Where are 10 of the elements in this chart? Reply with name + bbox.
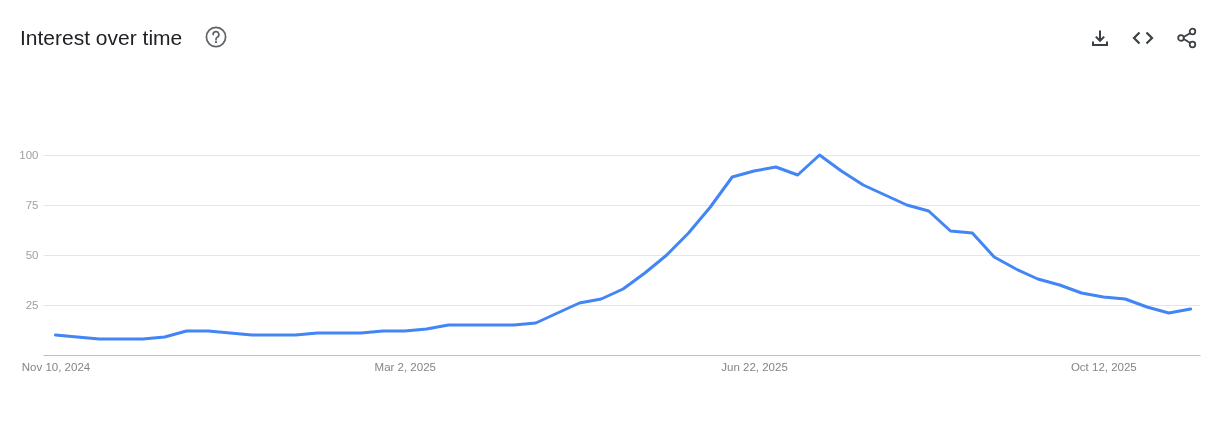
y-tick-label: 100 <box>19 148 39 161</box>
line-series <box>53 153 1193 341</box>
y-tick-label: 25 <box>25 298 39 311</box>
chart-title: Interest over time <box>20 26 183 50</box>
x-tick-label: Nov 10, 2024 <box>21 360 91 373</box>
x-tick-label: Mar 2, 2025 <box>374 360 436 373</box>
x-tick-label: Jun 22, 2025 <box>721 360 788 373</box>
y-tick-label: 50 <box>25 248 39 261</box>
x-tick-label: Oct 12, 2025 <box>1070 360 1137 373</box>
y-tick-label: 75 <box>25 198 39 211</box>
